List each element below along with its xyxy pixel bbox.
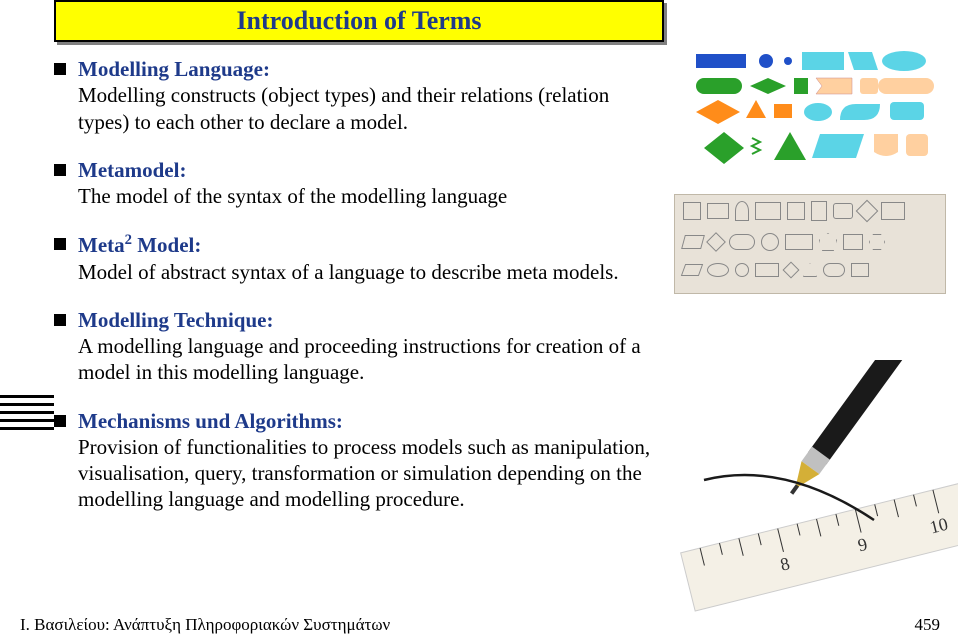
list-item: Metamodel: The model of the syntax of th… — [54, 157, 664, 210]
term-description: Model of abstract syntax of a language t… — [78, 260, 619, 284]
term-label: Modelling Language: — [78, 57, 270, 81]
stencil-template-graphic — [674, 194, 946, 294]
item-body: Mechanisms und Algorithms: Provision of … — [78, 408, 664, 513]
term-label: Meta2 Model: — [78, 233, 201, 257]
page-number: 459 — [915, 615, 941, 635]
term-description: A modelling language and proceeding inst… — [78, 334, 641, 384]
term-label: Mechanisms und Algorithms: — [78, 409, 343, 433]
list-item: Meta2 Model: Model of abstract syntax of… — [54, 231, 664, 285]
pen-ruler-graphic: 8 9 10 — [674, 360, 958, 620]
bullet-icon — [54, 164, 66, 176]
decorative-stripes — [0, 395, 54, 435]
footer-text: Ι. Βασιλείου: Ανάπτυξη Πληροφοριακών Συσ… — [20, 615, 390, 635]
list-item: Modelling Technique: A modelling languag… — [54, 307, 664, 386]
definitions-list: Modelling Language: Modelling constructs… — [54, 56, 664, 535]
flowchart-shapes-graphic — [690, 48, 940, 188]
bullet-icon — [54, 63, 66, 75]
item-body: Modelling Technique: A modelling languag… — [78, 307, 664, 386]
item-body: Meta2 Model: Model of abstract syntax of… — [78, 231, 619, 285]
bullet-icon — [54, 238, 66, 250]
list-item: Mechanisms und Algorithms: Provision of … — [54, 408, 664, 513]
title-banner: Introduction of Terms — [54, 0, 664, 42]
list-item: Modelling Language: Modelling constructs… — [54, 56, 664, 135]
item-body: Modelling Language: Modelling constructs… — [78, 56, 664, 135]
page-title: Introduction of Terms — [236, 6, 481, 36]
bullet-icon — [54, 415, 66, 427]
bullet-icon — [54, 314, 66, 326]
term-label: Metamodel: — [78, 158, 186, 182]
term-description: The model of the syntax of the modelling… — [78, 184, 507, 208]
item-body: Metamodel: The model of the syntax of th… — [78, 157, 507, 210]
term-description: Modelling constructs (object types) and … — [78, 83, 609, 133]
term-description: Provision of functionalities to process … — [78, 435, 650, 512]
term-label: Modelling Technique: — [78, 308, 273, 332]
